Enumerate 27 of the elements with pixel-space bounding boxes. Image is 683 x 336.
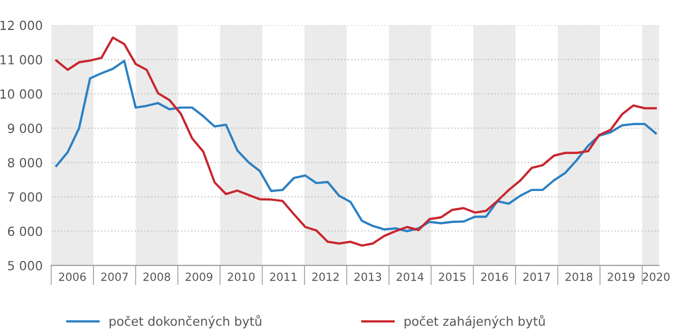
legend-label: počet dokončených bytů — [110, 315, 262, 328]
y-tick-label: 7 000 — [8, 192, 42, 202]
x-tick-label: 2010 — [228, 272, 255, 281]
x-tick-label: 2009 — [186, 272, 212, 281]
legend-label: počet zahájených bytů — [404, 315, 545, 328]
y-tick-label: 12 000 — [0, 20, 42, 30]
y-tick-label: 8 000 — [8, 158, 42, 168]
x-tick-label: 2007 — [101, 272, 128, 281]
x-tick-label: 2015 — [438, 272, 466, 281]
y-tick-label: 5 000 — [8, 260, 42, 270]
x-tick-label: 2013 — [354, 272, 382, 281]
y-tick-label: 11 000 — [0, 54, 42, 64]
x-tick-label: 2018 — [566, 272, 592, 281]
x-tick-label: 2019 — [608, 272, 634, 281]
x-tick-label: 2011 — [270, 272, 297, 281]
x-tick-label: 2017 — [523, 272, 550, 281]
line-series — [55, 36, 657, 247]
y-tick-label: 9 000 — [8, 124, 42, 134]
x-tick-label: 2008 — [143, 272, 170, 281]
x-tick-label: 2016 — [481, 272, 508, 281]
x-tick-label: 2020 — [642, 272, 670, 281]
x-tick-label: 2014 — [396, 272, 424, 281]
line-series — [55, 60, 657, 232]
y-tick-label: 6 000 — [8, 226, 42, 236]
y-tick-label: 10 000 — [0, 89, 42, 99]
x-tick-label: 2012 — [312, 272, 339, 281]
x-tick-label: 2006 — [59, 272, 86, 281]
